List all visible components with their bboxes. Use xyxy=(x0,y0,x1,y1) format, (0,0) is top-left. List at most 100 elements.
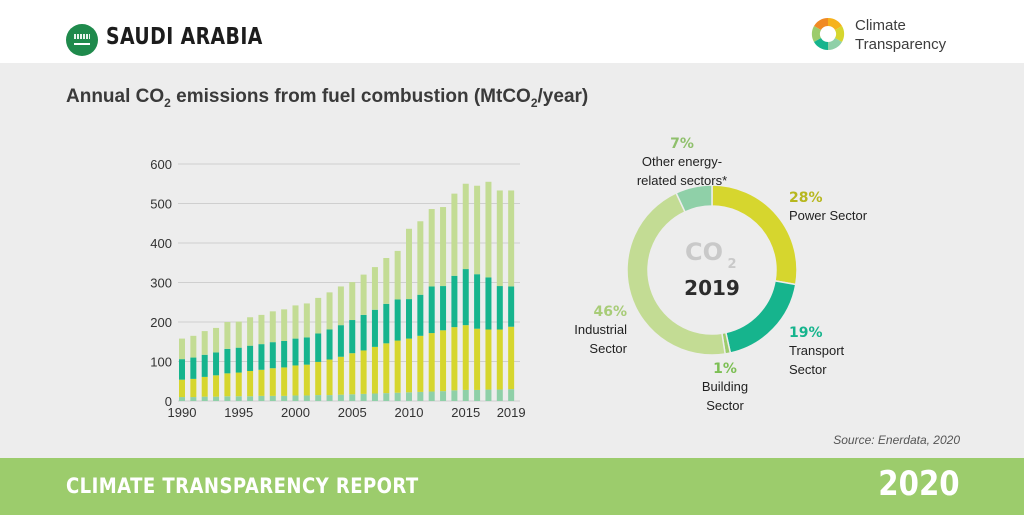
logo-line-2: Transparency xyxy=(855,36,947,53)
bar-segment xyxy=(235,372,242,397)
saudi-flag-icon xyxy=(66,24,98,56)
slice-name-label: Transport xyxy=(789,343,845,358)
bar-segment xyxy=(360,350,367,394)
bar-segment xyxy=(201,354,208,377)
bar-segment xyxy=(451,275,458,328)
slice-name-label: Sector xyxy=(789,362,827,377)
bar-segment xyxy=(451,390,458,401)
bar-segment xyxy=(315,333,322,362)
bar-segment xyxy=(406,299,412,339)
bar-segment xyxy=(474,389,481,401)
x-tick-label: 2010 xyxy=(395,405,424,420)
bar-segment xyxy=(462,325,469,390)
bar-segment xyxy=(269,368,276,396)
bar-segment xyxy=(201,376,208,397)
bar-segment xyxy=(213,352,220,376)
bar-segment xyxy=(179,379,185,398)
bar-segment xyxy=(292,395,299,401)
bar-segment xyxy=(292,338,299,366)
bar-segment xyxy=(360,274,367,315)
bar-segment xyxy=(440,391,447,401)
bar-segment xyxy=(247,317,254,346)
bar-segment xyxy=(428,333,435,392)
bar-segment xyxy=(360,314,367,351)
bar-segment xyxy=(428,391,435,401)
bar-segment xyxy=(462,389,469,401)
donut-slice xyxy=(711,184,798,286)
y-tick-label: 300 xyxy=(150,276,172,291)
y-tick-label: 500 xyxy=(150,197,172,212)
bar-segment xyxy=(508,389,515,401)
x-tick-label: 2019 xyxy=(497,405,526,420)
bar-segment xyxy=(406,338,412,393)
bar-segment xyxy=(190,335,197,358)
stacked-bar-chart: 0 100 200 300 400 500 600 1990 1995 2000 2005 2010 2… xyxy=(150,157,526,420)
bar-segment xyxy=(371,393,378,401)
bar-segment xyxy=(371,346,378,394)
bar-segment xyxy=(394,299,401,341)
bar-segment xyxy=(213,327,220,353)
bar-segment xyxy=(303,337,310,365)
bar-segment xyxy=(258,395,265,401)
title-subscript-2: 2 xyxy=(530,95,538,110)
bar-segment xyxy=(337,356,344,395)
bar-segment xyxy=(303,364,310,396)
country-name: SAUDI ARABIA xyxy=(106,24,263,50)
report-year: 2020 xyxy=(878,464,960,504)
bar-segment xyxy=(258,369,265,396)
title-part-1: Annual CO xyxy=(66,86,165,107)
bar-segment xyxy=(451,193,458,276)
bar-segment xyxy=(360,393,367,401)
bar-segment xyxy=(440,330,447,392)
slice-percent-label: 1% xyxy=(713,361,737,377)
bar-segment xyxy=(326,329,333,360)
donut-center-subscript: 2 xyxy=(727,257,736,272)
slice-name-label: Building xyxy=(702,379,748,394)
bar-segment xyxy=(349,320,356,354)
title-subscript-1: 2 xyxy=(164,95,171,110)
report-title: CLIMATE TRANSPARENCY REPORT xyxy=(66,474,419,498)
bar-segment xyxy=(247,345,254,371)
bar-segment xyxy=(303,303,310,338)
bar-segment xyxy=(281,395,288,401)
header: SAUDI ARABIA Climate Transparency xyxy=(0,0,1024,63)
bar-segment xyxy=(190,378,197,398)
bar-segment xyxy=(417,391,424,401)
bar-segment xyxy=(315,297,322,334)
bar-segment xyxy=(485,389,492,401)
bar-segment xyxy=(235,396,242,401)
logo-text: Climate Transparency xyxy=(855,16,946,54)
bar-segment xyxy=(224,348,231,374)
bar-segment xyxy=(326,292,333,330)
bar-segment xyxy=(337,325,344,357)
slice-percent-label: 46% xyxy=(593,304,627,320)
slice-percent-label: 28% xyxy=(789,190,823,206)
bar-segment xyxy=(371,309,378,347)
bar-segment xyxy=(224,373,231,397)
bar-segment xyxy=(406,228,412,300)
bar-segment xyxy=(190,397,197,401)
climate-transparency-logo-icon xyxy=(811,17,845,51)
bar-segment xyxy=(303,395,310,401)
bar-segment xyxy=(474,274,481,329)
bar-segment xyxy=(213,396,220,401)
bar-segment xyxy=(428,286,435,334)
bar-segment xyxy=(508,326,515,390)
bar-segment xyxy=(417,335,424,392)
bar-segment xyxy=(383,343,390,394)
bar-segment xyxy=(394,250,401,300)
bar-segment xyxy=(190,357,197,379)
bar-segment xyxy=(326,359,333,396)
bar-segment xyxy=(247,370,254,397)
y-tick-label: 400 xyxy=(150,236,172,251)
bar-segment xyxy=(474,328,481,390)
source-note: Source: Enerdata, 2020 xyxy=(833,433,960,447)
bar-segment xyxy=(281,340,288,368)
bar-segment xyxy=(451,327,458,391)
bar-segment xyxy=(496,286,503,330)
bar-segment xyxy=(315,361,322,396)
x-tick-label: 2015 xyxy=(451,405,480,420)
bar-segment xyxy=(269,342,276,369)
bar-segment xyxy=(496,389,503,401)
slice-name-label: Sector xyxy=(706,398,744,413)
